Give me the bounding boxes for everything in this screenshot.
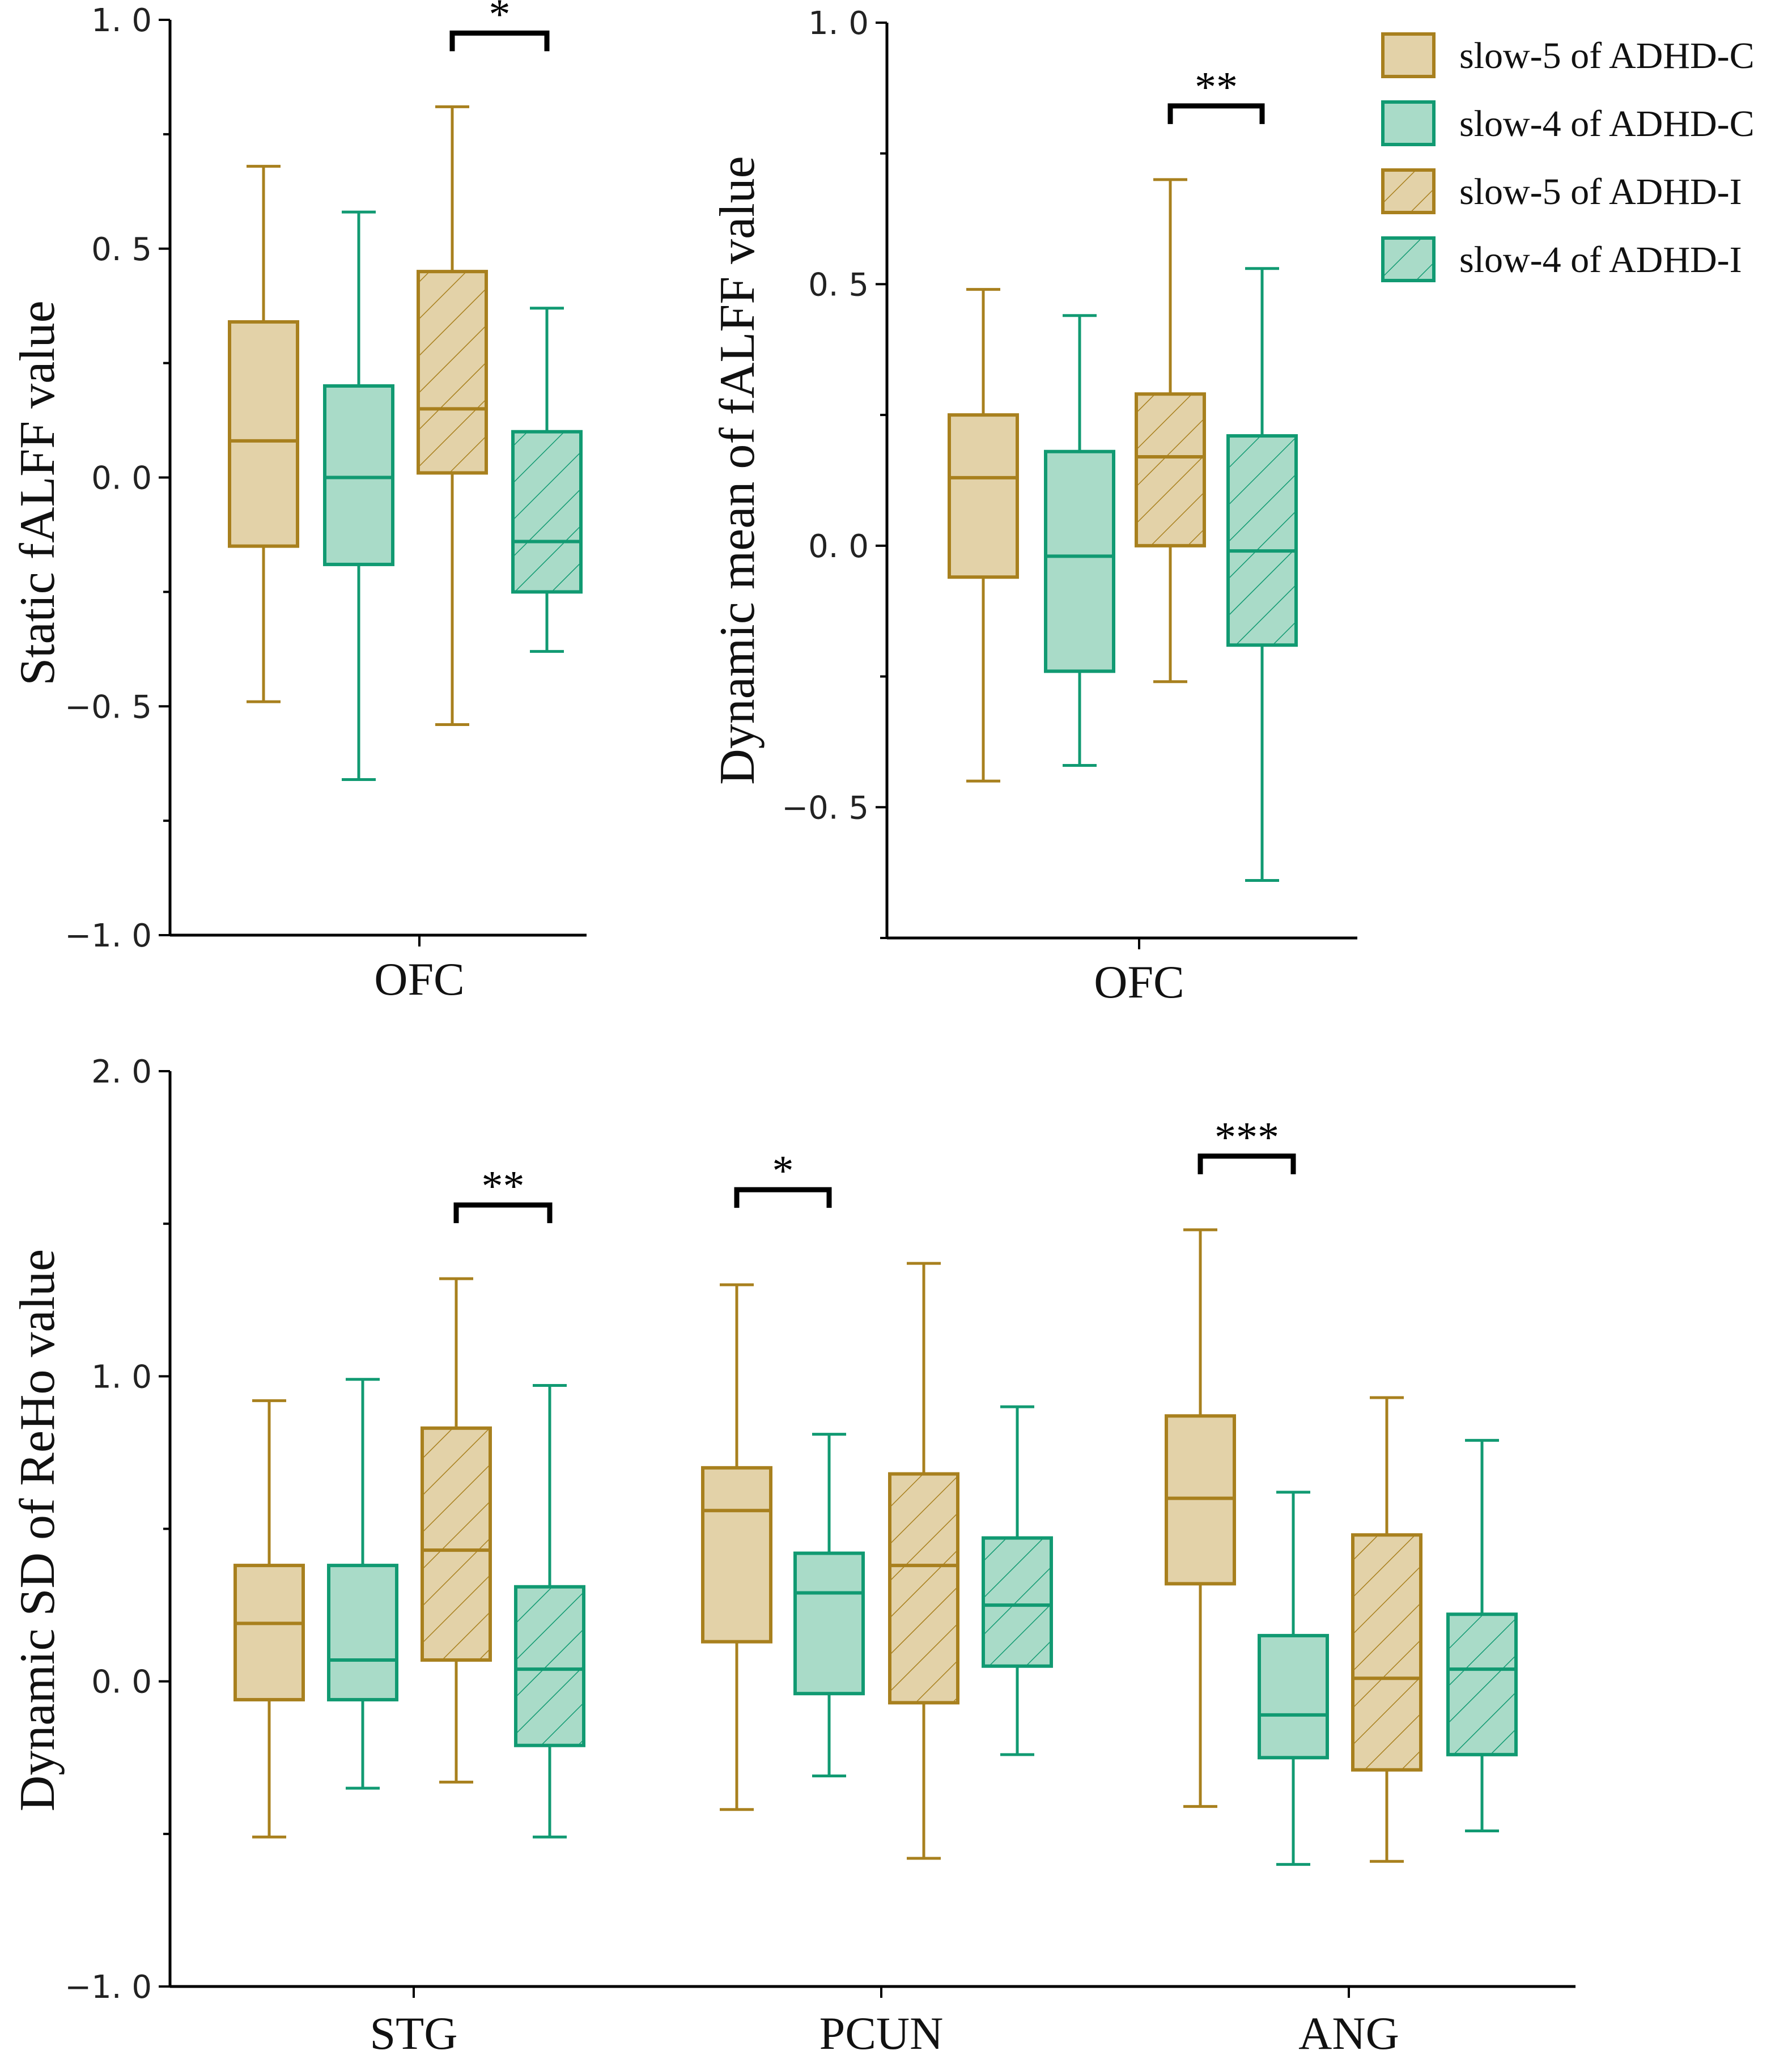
y-axis-title: Static fALFF value: [10, 300, 65, 685]
box-iqr: [1351, 1533, 1422, 1772]
significance-bracket-line: [1198, 1153, 1296, 1174]
legend-item: slow-5 of ADHD-C: [1381, 32, 1755, 78]
box-slow4-adhd-i-ang: [1446, 1438, 1518, 1832]
significance-label: *: [772, 1147, 794, 1195]
box-slow4-adhd-i-pcun: [982, 1405, 1053, 1756]
legend-swatch: [1381, 100, 1436, 146]
significance-bracket: **: [1167, 63, 1265, 124]
legend-swatch: [1381, 32, 1436, 78]
box-iqr: [511, 430, 583, 594]
y-tick-label: 1. 0: [91, 1359, 152, 1395]
significance-label: ***: [1215, 1114, 1279, 1161]
y-tick-label: 0. 0: [91, 460, 152, 497]
box-slow4-adhd-c-ang: [1258, 1491, 1329, 1866]
box-slow4-adhd-i-ofc: [511, 307, 583, 653]
box-slow5-adhd-i-stg: [421, 1277, 492, 1784]
significance-bracket: *: [734, 1147, 832, 1208]
box-slow5-adhd-c-stg: [233, 1399, 305, 1839]
y-tick-label: 0. 0: [808, 528, 869, 565]
category-label-stg: STG: [370, 2007, 458, 2059]
box-iqr: [948, 413, 1019, 579]
legend-swatch: [1381, 168, 1436, 214]
category-label-pcun: PCUN: [819, 2007, 944, 2059]
box-iqr: [323, 384, 394, 566]
y-tick-label: 1. 0: [808, 5, 869, 42]
box-slow4-adhd-i-stg: [514, 1383, 585, 1839]
box-slow4-adhd-c-ofc: [1044, 314, 1115, 767]
category-label-ofc: OFC: [1094, 956, 1184, 1008]
y-tick-label: −0. 5: [65, 689, 152, 725]
significance-bracket-line: [734, 1187, 832, 1208]
legend: slow-5 of ADHD-C slow-4 of ADHD-C slow-5 o…: [1381, 32, 1755, 282]
y-axis-title: Dynamic SD of ReHo value: [10, 1249, 65, 1811]
box-iqr: [1258, 1633, 1329, 1760]
box-slow5-adhd-c-pcun: [701, 1283, 772, 1811]
box-slow4-adhd-c-stg: [327, 1378, 398, 1790]
box-iqr: [1044, 449, 1115, 673]
significance-bracket: ***: [1198, 1114, 1296, 1174]
y-tick-label: −1. 0: [65, 918, 152, 954]
box-slow5-adhd-c-ofc: [948, 288, 1019, 783]
box-iqr: [514, 1585, 585, 1747]
y-tick-label: 0. 5: [808, 266, 869, 303]
legend-label: slow-4 of ADHD-I: [1459, 239, 1742, 281]
box-iqr: [421, 1426, 492, 1662]
legend-swatch: [1381, 236, 1436, 282]
panel-dynamic-sd-reho: 2. 0 1. 0 0. 0 −1. 0 Dynamic SD of ReHo valu…: [10, 1054, 1576, 2059]
box-iqr: [228, 320, 299, 548]
box-iqr: [233, 1564, 305, 1701]
category-label-ang: ANG: [1298, 2007, 1399, 2059]
legend-label: slow-5 of ADHD-C: [1459, 35, 1755, 77]
box-iqr: [327, 1564, 398, 1701]
significance-label: **: [482, 1162, 525, 1210]
box-slow5-adhd-i-ofc: [417, 105, 488, 727]
panel-static-falff: 1. 0 0. 5 0. 0 −0. 5 −1. 0 Static fALFF value…: [10, 0, 587, 1005]
box-slow4-adhd-i-ofc: [1226, 267, 1298, 882]
box-slow5-adhd-c-ang: [1165, 1228, 1236, 1808]
box-slow4-adhd-c-ofc: [323, 210, 394, 781]
legend-item: slow-4 of ADHD-I: [1381, 236, 1742, 282]
box-slow5-adhd-c-ofc: [228, 164, 299, 703]
significance-bracket-line: [1167, 103, 1265, 124]
box-iqr: [1446, 1612, 1518, 1756]
legend-label: slow-4 of ADHD-C: [1459, 103, 1755, 145]
box-slow5-adhd-i-pcun: [888, 1262, 959, 1860]
box-slow4-adhd-c-pcun: [793, 1433, 865, 1778]
legend-label: slow-5 of ADHD-I: [1459, 171, 1742, 213]
significance-label: *: [489, 0, 511, 38]
box-iqr: [793, 1551, 865, 1696]
legend-item: slow-4 of ADHD-C: [1381, 100, 1755, 146]
panel-dynamic-mean-falff: 1. 0 0. 5 0. 0 −0. 5 Dynamic mean of fALFF v…: [710, 5, 1357, 1008]
y-tick-label: 2. 0: [91, 1054, 152, 1090]
y-tick-label: 0. 5: [91, 231, 152, 268]
y-tick-label: 0. 0: [91, 1664, 152, 1701]
box-iqr: [888, 1472, 959, 1705]
box-iqr: [1135, 392, 1206, 547]
box-iqr: [982, 1536, 1053, 1668]
significance-bracket: *: [449, 0, 550, 52]
box-slow5-adhd-i-ang: [1351, 1396, 1422, 1863]
significance-bracket: **: [453, 1162, 553, 1224]
box-iqr: [417, 270, 488, 475]
significance-bracket-line: [449, 30, 550, 52]
y-tick-label: −0. 5: [782, 789, 869, 826]
y-tick-label: −1. 0: [65, 1969, 152, 2006]
y-tick-label: 1. 0: [91, 2, 152, 39]
y-axis-title: Dynamic mean of fALFF value: [710, 156, 765, 785]
legend-item: slow-5 of ADHD-I: [1381, 168, 1742, 214]
box-slow5-adhd-i-ofc: [1135, 178, 1206, 684]
significance-bracket-line: [453, 1202, 553, 1224]
panels: 1. 0 0. 5 0. 0 −0. 5 −1. 0 Static fALFF value…: [10, 0, 1576, 2059]
category-label-ofc: OFC: [374, 953, 465, 1005]
box-iqr: [701, 1466, 772, 1644]
significance-label: **: [1195, 63, 1238, 111]
box-iqr: [1226, 434, 1298, 647]
